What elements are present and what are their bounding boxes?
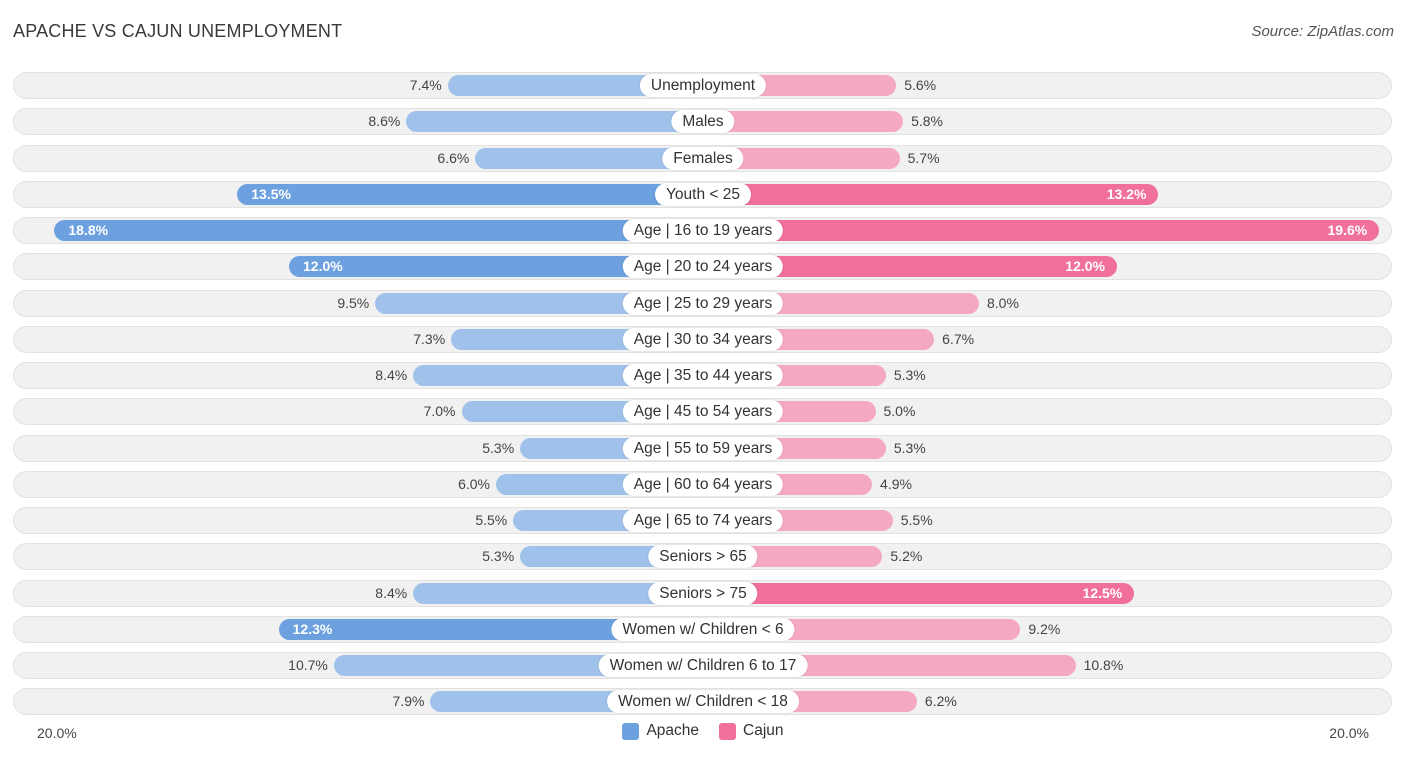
category-label: Age | 60 to 64 years [622, 472, 784, 496]
category-label: Age | 35 to 44 years [622, 364, 784, 387]
value-label-cajun: 5.3% [893, 439, 926, 456]
value-label-apache: 18.8% [68, 222, 109, 238]
legend-swatch-cajun [719, 722, 737, 740]
bar-apache [278, 618, 703, 640]
legend-item-apache[interactable]: Apache [622, 722, 699, 740]
category-label: Males [671, 110, 735, 134]
category-label: Unemployment [639, 74, 767, 97]
legend-swatch-apache [622, 722, 640, 740]
category-label: Women w/ Children < 18 [607, 690, 799, 714]
value-label-cajun: 5.0% [883, 403, 916, 420]
category-label: Age | 25 to 29 years [622, 291, 784, 315]
legend-label-cajun: Cajun [743, 722, 784, 739]
value-label-cajun: 12.0% [1065, 258, 1105, 275]
value-label-apache: 12.3% [292, 620, 333, 637]
axis-left-label: 20.0% [37, 725, 77, 741]
value-label-cajun: 19.6% [1327, 222, 1368, 238]
value-label-cajun: 5.3% [893, 367, 926, 383]
bar-cajun [703, 147, 900, 169]
bar-cajun [703, 220, 1380, 241]
category-label: Women w/ Children < 6 [611, 617, 795, 641]
value-label-apache: 7.3% [413, 330, 446, 347]
value-label-apache: 12.0% [303, 258, 343, 275]
value-label-cajun: 5.7% [907, 149, 940, 166]
value-label-cajun: 5.6% [904, 77, 937, 93]
bar-cajun [703, 183, 1159, 205]
value-label-cajun: 8.0% [987, 294, 1019, 311]
value-label-cajun: 6.2% [924, 693, 957, 710]
value-label-cajun: 5.5% [900, 512, 933, 528]
bar-apache [375, 292, 703, 314]
value-label-apache: 5.5% [475, 512, 508, 528]
value-label-apache: 8.4% [375, 367, 408, 383]
category-label: Age | 55 to 59 years [622, 436, 784, 460]
bar-apache [447, 75, 703, 96]
bar-cajun [703, 111, 904, 133]
value-label-cajun: 5.8% [911, 113, 944, 130]
value-label-apache: 5.3% [482, 548, 515, 565]
category-label: Age | 20 to 24 years [622, 255, 784, 279]
value-label-cajun: 12.5% [1082, 584, 1123, 601]
category-label: Seniors > 65 [648, 545, 758, 569]
category-label: Females [662, 146, 744, 170]
value-label-apache: 6.6% [437, 149, 470, 166]
category-label: Age | 30 to 34 years [622, 327, 784, 351]
bar-apache [54, 220, 703, 241]
value-label-apache: 6.0% [458, 475, 490, 492]
value-label-cajun: 10.8% [1083, 657, 1124, 673]
value-label-cajun: 5.2% [890, 548, 923, 565]
category-label: Age | 45 to 54 years [622, 400, 784, 424]
value-label-apache: 13.5% [251, 185, 291, 202]
value-label-cajun: 13.2% [1106, 185, 1147, 202]
value-label-cajun: 4.9% [880, 475, 912, 492]
value-label-apache: 7.9% [392, 693, 425, 710]
legend-label-apache: Apache [646, 722, 700, 739]
value-label-cajun: 9.2% [1028, 620, 1061, 637]
category-label: Seniors > 75 [648, 581, 758, 605]
chart-title: APACHE VS CAJUN UNEMPLOYMENT [13, 21, 343, 41]
axis-right-label: 20.0% [1329, 725, 1369, 741]
category-label: Age | 65 to 74 years [622, 509, 784, 532]
bar-apache [475, 147, 703, 169]
value-label-apache: 5.3% [482, 439, 515, 456]
legend: Apache Cajun [0, 722, 1406, 740]
bar-cajun [703, 582, 1135, 604]
value-label-apache: 7.0% [423, 403, 456, 420]
source-credit: Source: ZipAtlas.com [1251, 23, 1394, 40]
bar-apache [406, 111, 703, 133]
bar-cajun [703, 256, 1117, 278]
value-label-apache: 8.4% [375, 584, 408, 601]
category-label: Age | 16 to 19 years [622, 219, 784, 242]
value-label-cajun: 6.7% [942, 330, 975, 347]
value-label-apache: 9.5% [337, 294, 370, 311]
category-label: Youth < 25 [655, 182, 751, 206]
bar-apache [289, 256, 703, 278]
bar-apache [413, 582, 703, 604]
bar-apache [237, 183, 703, 205]
legend-item-cajun[interactable]: Cajun [719, 722, 784, 740]
value-label-apache: 7.4% [409, 77, 442, 93]
value-label-apache: 10.7% [288, 657, 328, 673]
value-label-apache: 8.6% [368, 113, 401, 130]
category-label: Women w/ Children 6 to 17 [598, 654, 808, 677]
